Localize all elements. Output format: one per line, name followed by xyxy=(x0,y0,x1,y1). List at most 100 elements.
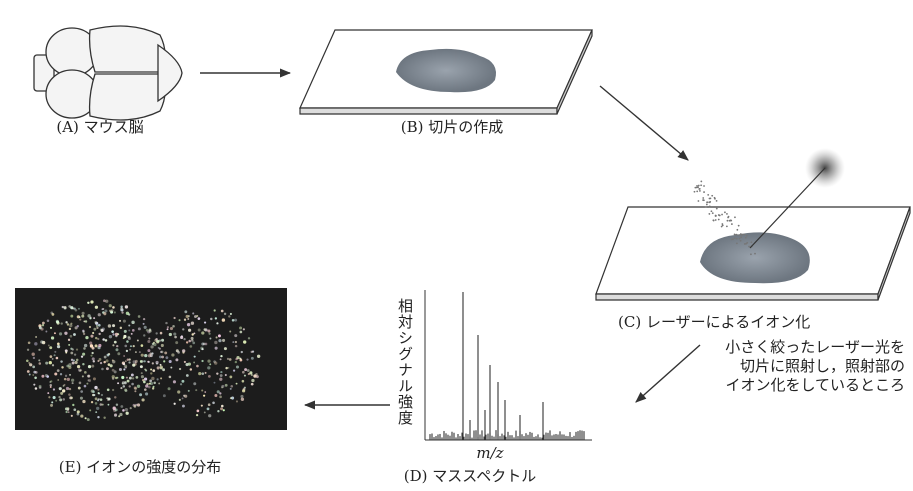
dot xyxy=(204,391,206,393)
dot xyxy=(82,363,84,365)
dot xyxy=(52,358,54,360)
ion xyxy=(734,237,736,239)
dot xyxy=(119,320,121,322)
dot xyxy=(201,331,204,334)
dot xyxy=(139,351,141,353)
dot xyxy=(79,316,81,318)
dot xyxy=(251,383,254,386)
dot xyxy=(82,331,84,333)
dot xyxy=(101,308,103,310)
dot xyxy=(100,398,103,401)
dot xyxy=(54,351,56,353)
dot xyxy=(97,416,99,418)
dot xyxy=(48,344,50,346)
dot xyxy=(128,336,131,339)
dot xyxy=(227,358,229,360)
dot xyxy=(168,387,171,390)
dot xyxy=(134,390,136,392)
dot xyxy=(240,395,243,398)
dot xyxy=(81,315,84,318)
dot xyxy=(225,384,228,387)
dot xyxy=(180,383,182,385)
dot xyxy=(184,310,187,313)
dot xyxy=(125,360,127,362)
dot xyxy=(182,328,184,330)
dot xyxy=(62,398,65,401)
dot xyxy=(65,321,67,323)
dot xyxy=(35,336,37,338)
dot xyxy=(157,366,160,369)
dot xyxy=(130,407,132,409)
dot xyxy=(88,365,91,368)
dot xyxy=(103,361,105,363)
dot xyxy=(95,306,98,309)
dot xyxy=(64,306,67,309)
dot xyxy=(149,379,152,382)
dot xyxy=(162,368,165,371)
dot xyxy=(128,325,130,327)
dot xyxy=(117,352,120,355)
dot xyxy=(72,348,74,350)
dot xyxy=(114,341,117,344)
dot xyxy=(125,389,128,392)
dot xyxy=(42,324,44,326)
dot xyxy=(59,332,62,335)
dot xyxy=(207,366,210,369)
dot xyxy=(123,335,126,338)
dot xyxy=(115,333,118,336)
ion xyxy=(718,219,720,221)
dot xyxy=(220,407,223,410)
dot xyxy=(122,409,125,412)
dot xyxy=(149,330,152,333)
dot xyxy=(133,345,135,347)
dot xyxy=(32,353,35,356)
dot xyxy=(93,377,96,380)
dot xyxy=(228,315,230,317)
dot xyxy=(97,360,99,362)
dot xyxy=(74,353,76,355)
dot xyxy=(85,336,88,339)
dot xyxy=(69,388,71,390)
dot xyxy=(170,367,172,369)
dot xyxy=(152,369,155,372)
dot xyxy=(201,405,203,407)
dot xyxy=(159,355,162,358)
dot xyxy=(143,323,145,325)
dot xyxy=(116,348,119,351)
dot xyxy=(81,356,83,358)
dot xyxy=(92,357,95,360)
dot xyxy=(69,396,72,399)
laser-slide xyxy=(596,207,910,300)
dot xyxy=(129,358,131,360)
ion xyxy=(726,213,728,215)
dot xyxy=(164,351,167,354)
dot xyxy=(112,389,114,391)
dot xyxy=(35,371,38,374)
dot xyxy=(69,328,71,330)
dot xyxy=(123,355,125,357)
dot xyxy=(108,404,110,406)
dot xyxy=(212,402,215,405)
dot xyxy=(135,351,137,353)
dot xyxy=(80,390,83,393)
dot xyxy=(143,318,145,320)
dot xyxy=(230,313,232,315)
dot xyxy=(61,366,63,368)
dot xyxy=(73,333,76,336)
ion xyxy=(754,253,756,255)
dot xyxy=(91,401,93,403)
dot xyxy=(70,335,73,338)
dot xyxy=(145,369,147,371)
dot xyxy=(222,339,225,342)
dot xyxy=(221,386,223,388)
dot xyxy=(102,338,105,341)
ion xyxy=(714,197,716,199)
dot xyxy=(120,327,122,329)
ion xyxy=(719,215,721,217)
dot xyxy=(175,341,178,344)
dot xyxy=(98,333,100,335)
dot xyxy=(186,341,188,343)
dot xyxy=(124,330,127,333)
dot xyxy=(48,396,50,398)
dot xyxy=(134,386,137,389)
